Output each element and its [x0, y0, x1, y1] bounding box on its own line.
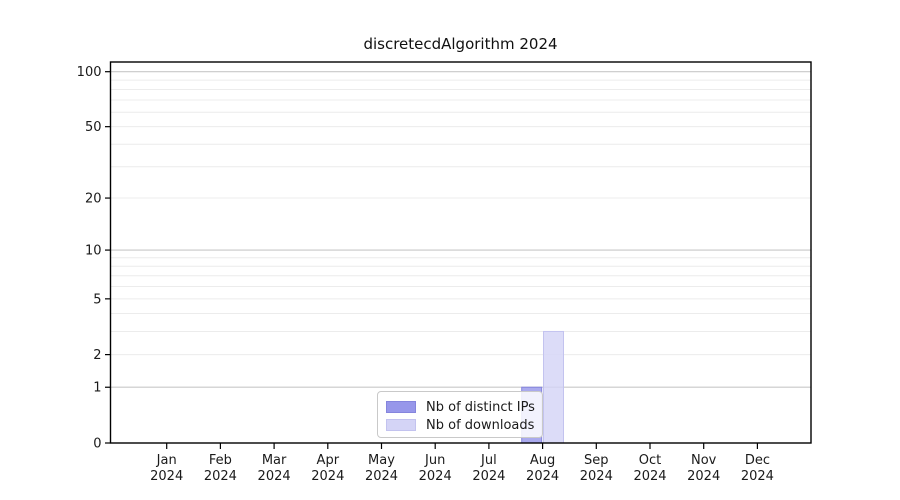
- y-tick-label: 20: [85, 192, 102, 207]
- x-tick-label-year: 2024: [472, 469, 505, 484]
- legend-label-downloads: Nb of downloads: [426, 417, 535, 433]
- x-tick-label-year: 2024: [526, 469, 559, 484]
- x-tick-label-year: 2024: [365, 469, 398, 484]
- y-tick-label: 100: [77, 65, 102, 80]
- legend: Nb of distinct IPs Nb of downloads: [377, 391, 543, 438]
- plot-border: [109, 61, 812, 444]
- x-tick-label-year: 2024: [419, 469, 452, 484]
- chart-title: discretecdAlgorithm 2024: [363, 35, 558, 53]
- y-tick-label: 2: [93, 348, 101, 363]
- x-tick-label-month: Dec: [745, 453, 770, 468]
- x-tick-label-month: Feb: [209, 453, 232, 468]
- x-tick-label-month: Jun: [424, 453, 445, 468]
- x-tick-label-year: 2024: [150, 469, 183, 484]
- x-tick-label-month: May: [368, 453, 395, 468]
- x-tick-label-year: 2024: [311, 469, 344, 484]
- x-tick-label-year: 2024: [741, 469, 774, 484]
- legend-swatch-downloads: [386, 419, 416, 431]
- x-tick-label-year: 2024: [687, 469, 720, 484]
- y-tick-label: 1: [93, 381, 101, 396]
- x-tick-label-month: Jan: [156, 453, 177, 468]
- legend-swatch-distinct-ips: [386, 401, 416, 413]
- x-tick-label-year: 2024: [204, 469, 237, 484]
- legend-item-downloads: Nb of downloads: [386, 416, 542, 434]
- legend-item-distinct-ips: Nb of distinct IPs: [386, 398, 542, 416]
- x-tick-label-year: 2024: [258, 469, 291, 484]
- bar-downloads: [543, 330, 564, 444]
- x-tick-label-month: Mar: [262, 453, 287, 468]
- legend-label-distinct-ips: Nb of distinct IPs: [426, 399, 535, 415]
- y-tick-label: 5: [93, 292, 101, 307]
- x-tick-label-year: 2024: [580, 469, 613, 484]
- x-tick-label-month: Sep: [584, 453, 609, 468]
- y-tick-label: 10: [85, 244, 102, 259]
- x-tick-label-month: Oct: [639, 453, 661, 468]
- x-tick-label-month: Apr: [317, 453, 340, 468]
- x-tick-label-month: Nov: [691, 453, 717, 468]
- y-tick-label: 0: [93, 437, 101, 452]
- x-tick-label-year: 2024: [633, 469, 666, 484]
- y-tick-label: 50: [85, 120, 102, 135]
- x-tick-label-month: Jul: [480, 453, 497, 468]
- x-tick-label-month: Aug: [530, 453, 555, 468]
